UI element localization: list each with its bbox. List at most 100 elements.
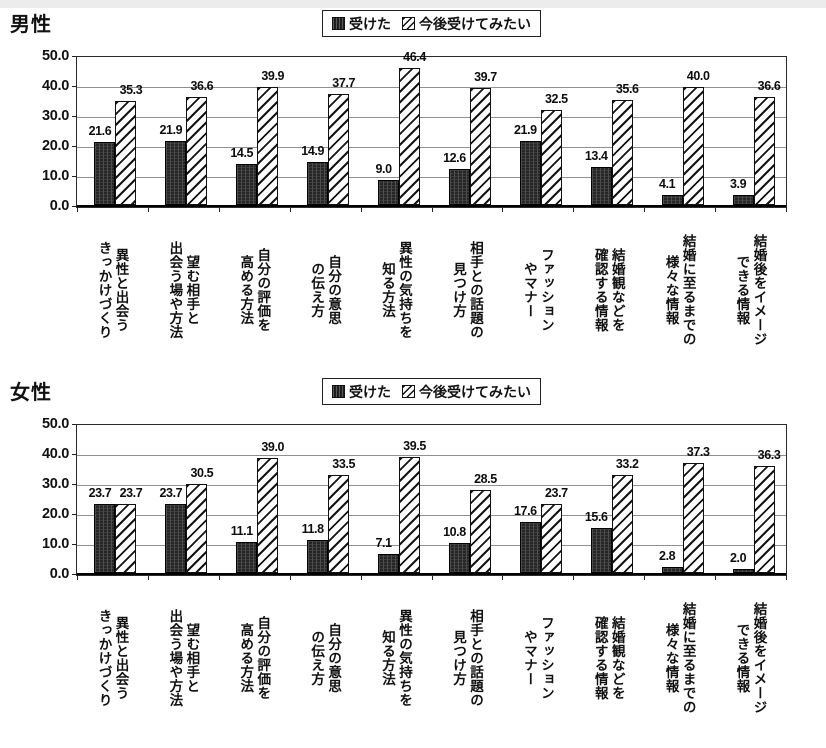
value-label-received: 10.8 xyxy=(443,524,466,539)
x-tick-mark xyxy=(431,207,433,212)
category-label-text: 自分の意思 の伝え方 xyxy=(309,255,342,325)
value-label-received: 21.9 xyxy=(513,123,537,138)
bar-future xyxy=(540,503,562,573)
x-axis-line xyxy=(77,205,786,207)
chart-male: 男性 受けた 今後受けてみたい 0.0 10.0 20.0 30.0 40.0 50.0 2… xyxy=(0,0,826,372)
legend-label-received: 受けた xyxy=(349,383,391,400)
y-tick-label: 50.0 xyxy=(41,48,69,64)
y-tick-mark xyxy=(72,574,77,575)
value-label-future: 23.7 xyxy=(119,485,143,500)
gridline xyxy=(77,545,786,546)
legend-label-future: 今後受けてみたい xyxy=(419,383,531,400)
bar-received xyxy=(661,194,683,205)
category-label: 自分の意思 の伝え方 xyxy=(290,583,361,733)
x-tick-mark xyxy=(77,575,78,580)
y-tick-mark xyxy=(72,424,77,425)
category-label-text: 結婚に至るまでの 様々な情報 xyxy=(663,602,696,714)
value-label-received: 7.1 xyxy=(375,535,392,550)
y-tick-mark xyxy=(72,484,77,485)
y-tick-label: 40.0 xyxy=(41,446,69,462)
category-label: 結婚観などを 確認する情報 xyxy=(573,583,644,733)
category-label: 結婚に至るまでの 様々な情報 xyxy=(644,583,715,733)
bar-future xyxy=(186,97,208,205)
category-label: 異性と出会う きっかけづくり xyxy=(77,215,148,365)
value-label-future: 39.0 xyxy=(261,440,285,454)
value-label-future: 46.4 xyxy=(403,49,426,64)
x-tick-mark xyxy=(289,207,291,212)
bar-received xyxy=(165,503,187,573)
bar-future xyxy=(399,456,421,573)
bar-received xyxy=(236,163,258,205)
category-label: 結婚観などを 確認する情報 xyxy=(573,215,644,365)
future-swatch-icon xyxy=(402,385,415,398)
value-label-future: 36.6 xyxy=(190,79,214,94)
x-tick-mark xyxy=(573,207,575,212)
category-label-text: 相手との話題の 見つけ方 xyxy=(450,609,483,707)
y-tick-mark xyxy=(72,176,77,177)
value-label-received: 21.9 xyxy=(159,123,183,138)
category-label: 結婚後をイメージ できる情報 xyxy=(715,583,786,733)
value-label-received: 23.7 xyxy=(88,485,112,500)
category-label-text: 結婚後をイメージ できる情報 xyxy=(734,602,767,714)
y-tick-mark xyxy=(72,206,77,207)
category-label: 望む相手と 出会う場や方法 xyxy=(148,215,219,365)
gridline xyxy=(77,117,786,118)
value-label-future: 39.5 xyxy=(403,438,426,453)
y-tick-label: 10.0 xyxy=(41,168,69,184)
value-label-received: 2.0 xyxy=(729,551,747,565)
value-label-future: 35.6 xyxy=(615,82,639,97)
y-tick-mark xyxy=(72,116,77,117)
legend-item-received: 受けた xyxy=(332,14,391,34)
y-tick-mark xyxy=(72,56,77,57)
bar-received xyxy=(661,566,683,573)
legend-label-future: 今後受けてみたい xyxy=(419,15,531,32)
bar-future xyxy=(115,503,137,573)
bar-future xyxy=(399,67,421,205)
gridline xyxy=(77,87,786,88)
category-label-text: 結婚後をイメージ できる情報 xyxy=(734,234,767,346)
value-label-received: 3.9 xyxy=(729,177,747,192)
bar-future xyxy=(753,97,775,205)
x-tick-mark xyxy=(360,575,362,580)
gridline xyxy=(77,515,786,516)
bar-future xyxy=(469,87,491,205)
category-label: 望む相手と 出会う場や方法 xyxy=(148,583,219,733)
y-tick-label: 50.0 xyxy=(41,416,69,432)
category-label-text: ファッション やマナー xyxy=(521,616,554,700)
category-label: 結婚に至るまでの 様々な情報 xyxy=(644,215,715,365)
x-tick-mark xyxy=(147,575,149,580)
x-tick-mark xyxy=(77,207,78,212)
value-label-future: 37.7 xyxy=(332,75,355,90)
category-label-text: 自分の評価を 高める方法 xyxy=(238,616,271,700)
bar-received xyxy=(590,528,612,573)
y-tick-mark xyxy=(72,86,77,87)
bar-received xyxy=(448,542,470,573)
value-label-future: 28.5 xyxy=(474,471,497,486)
bar-received xyxy=(519,141,541,205)
value-label-future: 33.5 xyxy=(332,456,355,471)
bar-future xyxy=(469,489,491,573)
bar-received xyxy=(732,195,754,205)
bar-received xyxy=(307,539,329,573)
x-axis-line xyxy=(77,573,786,575)
chart-title-female: 女性 xyxy=(10,382,52,404)
x-tick-mark xyxy=(289,575,291,580)
chart-title-male: 男性 xyxy=(10,14,52,36)
category-label: 異性と出会う きっかけづくり xyxy=(77,583,148,733)
y-tick-mark xyxy=(72,544,77,545)
category-label-text: 異性と出会う きっかけづくり xyxy=(96,609,129,707)
gridline xyxy=(77,485,786,486)
x-tick-mark xyxy=(786,207,787,212)
y-tick-mark xyxy=(72,146,77,147)
category-label: 自分の意思 の伝え方 xyxy=(290,215,361,365)
value-label-future: 33.2 xyxy=(615,457,639,472)
category-label: 自分の評価を 高める方法 xyxy=(219,583,290,733)
bar-future xyxy=(115,101,137,205)
value-label-future: 36.3 xyxy=(757,448,781,463)
value-label-received: 14.9 xyxy=(301,144,324,159)
value-label-future: 39.9 xyxy=(261,69,285,84)
bar-received xyxy=(732,569,754,573)
category-label: 結婚後をイメージ できる情報 xyxy=(715,215,786,365)
bar-future xyxy=(186,483,208,573)
category-label: ファッション やマナー xyxy=(502,583,573,733)
